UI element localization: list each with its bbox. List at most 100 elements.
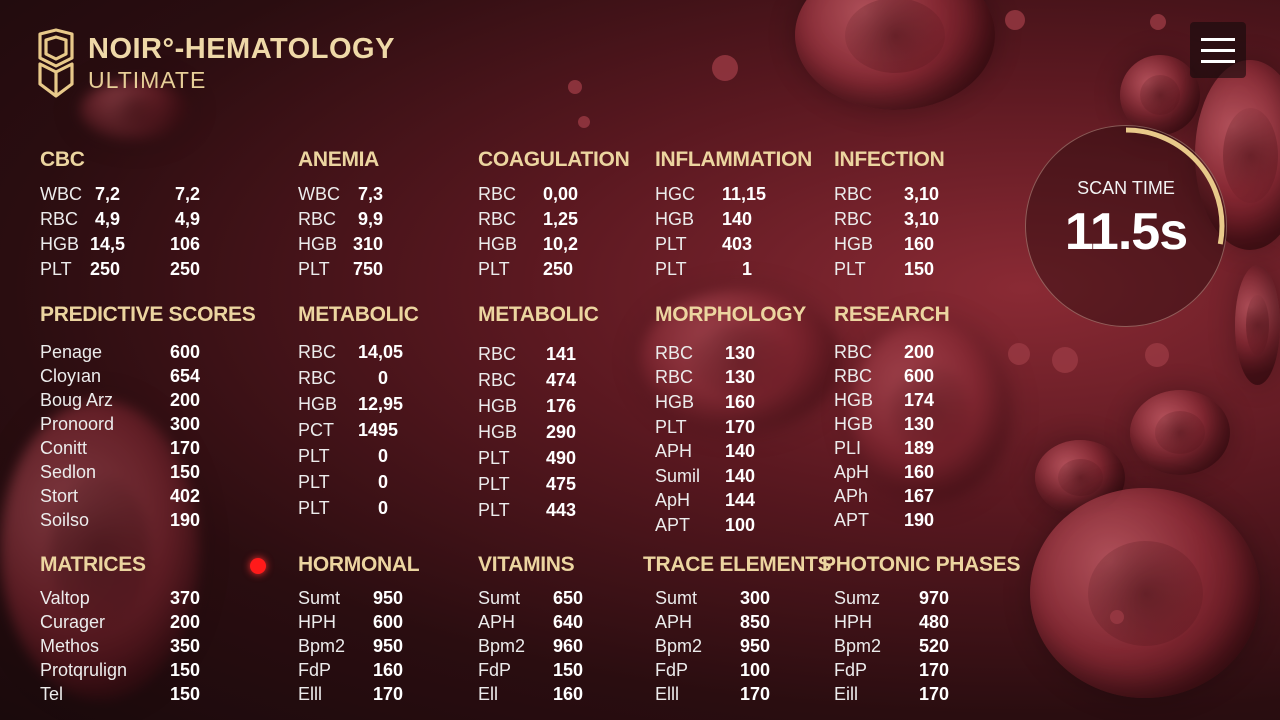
scan-time-value: 11.5s — [1064, 203, 1188, 261]
particle-decoration — [1110, 610, 1124, 624]
metric-value: 160 — [904, 234, 935, 254]
metric-value: 0 — [377, 471, 388, 492]
metric-value: 14,05 — [358, 341, 404, 362]
metric-row: APH 140 — [655, 439, 790, 464]
metric-row: RBC 130 — [655, 366, 790, 391]
metric-label: Conitt — [40, 437, 88, 458]
panel-trace-elements: TRACE ELEMENTS Sumt 300 APH 850 Bpm2 950 FdP 100… — [643, 553, 832, 706]
metric-value: 167 — [904, 485, 935, 506]
metric-value: 600 — [904, 365, 935, 386]
metric-label: RBC — [478, 369, 517, 390]
metric-row: Stort 402 — [40, 484, 235, 508]
metric-label: PLT — [478, 499, 510, 520]
metric-label: APT — [655, 514, 691, 535]
metric-value: 100 — [725, 514, 756, 535]
alert-indicator — [250, 558, 266, 574]
particle-decoration — [1150, 14, 1166, 30]
panel-coagulation: COAGULATION RBC 0,00 RBC 1,25 HGB 10,2 PLT 250 — [478, 148, 630, 282]
metric-label: FdP — [655, 659, 689, 680]
metric-row: Bpm2 950 — [643, 634, 793, 658]
metric-value: 640 — [553, 611, 584, 632]
metric-value: 140 — [725, 441, 756, 462]
metric-label: Bpm2 — [298, 635, 346, 656]
metric-row: PLT 750 — [298, 257, 410, 282]
metric-row: HPH 600 — [298, 610, 438, 634]
metric-label: Tel — [40, 683, 64, 704]
app-logo: NOIR°-HEMATOLOGY ULTIMATE — [34, 28, 395, 98]
metric-row: RBC 141 — [478, 341, 611, 367]
metric-label: PLT — [298, 445, 330, 466]
menu-button[interactable] — [1190, 22, 1246, 78]
metric-value: 1495 — [358, 419, 399, 440]
metric-label: RBC — [655, 342, 694, 363]
metric-value: 1 — [741, 259, 752, 279]
particle-decoration — [712, 55, 738, 81]
metric-label: Bpm2 — [478, 635, 526, 656]
metric-value: 970 — [919, 587, 950, 608]
metric-label: ApH — [834, 461, 870, 482]
metric-label: PLT — [655, 259, 687, 279]
metric-row: Elll 170 — [643, 682, 793, 706]
metric-value: 290 — [546, 421, 577, 442]
metric-row: RBC 4,9 4,9 — [40, 207, 240, 232]
panel-title: PREDICTIVE SCORES — [40, 303, 256, 326]
metric-label: Methos — [40, 635, 100, 656]
hamburger-icon-bar — [1201, 59, 1235, 63]
metric-row: HGB 160 — [655, 390, 790, 415]
metric-label: RBC — [298, 341, 337, 362]
metric-label: Boug Arz — [40, 389, 114, 410]
metric-label: HGB — [834, 234, 874, 254]
scan-time-label: SCAN TIME — [1077, 178, 1175, 198]
scan-progress-arc — [1027, 127, 1225, 325]
app-subtitle: ULTIMATE — [88, 67, 207, 94]
metric-value: 0 — [377, 367, 388, 388]
metric-row: RBC 600 — [834, 364, 969, 388]
panel-predictive-scores: PREDICTIVE SCORES Penage 600 Cloyıan 654 Boug… — [40, 303, 256, 532]
metric-label: Cloyıan — [40, 365, 102, 386]
metric-row: FdP 150 — [478, 658, 618, 682]
metric-label: PLT — [834, 259, 866, 279]
metric-row: APh 167 — [834, 484, 969, 508]
metric-value: 160 — [904, 461, 935, 482]
metric-label: Valtop — [40, 587, 90, 608]
metric-row: RBC 3,10 — [834, 207, 969, 232]
metric-label: HGB — [834, 389, 874, 410]
particle-decoration — [568, 80, 582, 94]
metric-value: 170 — [170, 437, 201, 458]
metric-value: 750 — [353, 259, 384, 279]
metric-label: Ell — [478, 683, 499, 704]
particle-decoration — [578, 116, 590, 128]
metric-row: Bpm2 950 — [298, 634, 438, 658]
metric-value: 850 — [740, 611, 771, 632]
metric-row: RBC 200 — [834, 340, 969, 364]
metric-label: RBC — [834, 365, 873, 386]
metric-value: 250 — [543, 259, 574, 279]
panel-research: RESEARCH RBC 200 RBC 600 HGB 174 HGB 130 PLI 189 Ap… — [834, 303, 969, 532]
metric-value: 654 — [170, 365, 201, 386]
metric-label: Sumt — [655, 587, 698, 608]
metric-value: 600 — [170, 341, 201, 362]
metric-value: 150 — [170, 683, 201, 704]
metric-value: 150 — [553, 659, 584, 680]
metric-label: APh — [834, 485, 869, 506]
blood-cell-decoration — [795, 0, 995, 110]
metric-row: Bpm2 960 — [478, 634, 618, 658]
panel-title: MATRICES — [40, 553, 146, 576]
particle-decoration — [1005, 10, 1025, 30]
metric-row: ApH 160 — [834, 460, 969, 484]
panel-title: PHOTONIC PHASES — [822, 553, 1021, 576]
metric-value: 480 — [919, 611, 950, 632]
metric-label: FdP — [478, 659, 512, 680]
metric-label: RBC — [478, 343, 517, 364]
metric-label: PLT — [298, 497, 330, 518]
metric-row: Cloyıan 654 — [40, 364, 235, 388]
metric-label: PLT — [298, 259, 330, 279]
metric-label: APH — [478, 611, 516, 632]
metric-row: Elll 170 — [298, 682, 438, 706]
metric-row: WBC 7,3 — [298, 182, 410, 207]
metric-row: RBC 3,10 — [834, 182, 969, 207]
metric-label: Eill — [834, 683, 859, 704]
panel-title: RESEARCH — [834, 303, 950, 326]
metric-row: HGB 176 — [478, 393, 611, 419]
metric-value: 160 — [553, 683, 584, 704]
